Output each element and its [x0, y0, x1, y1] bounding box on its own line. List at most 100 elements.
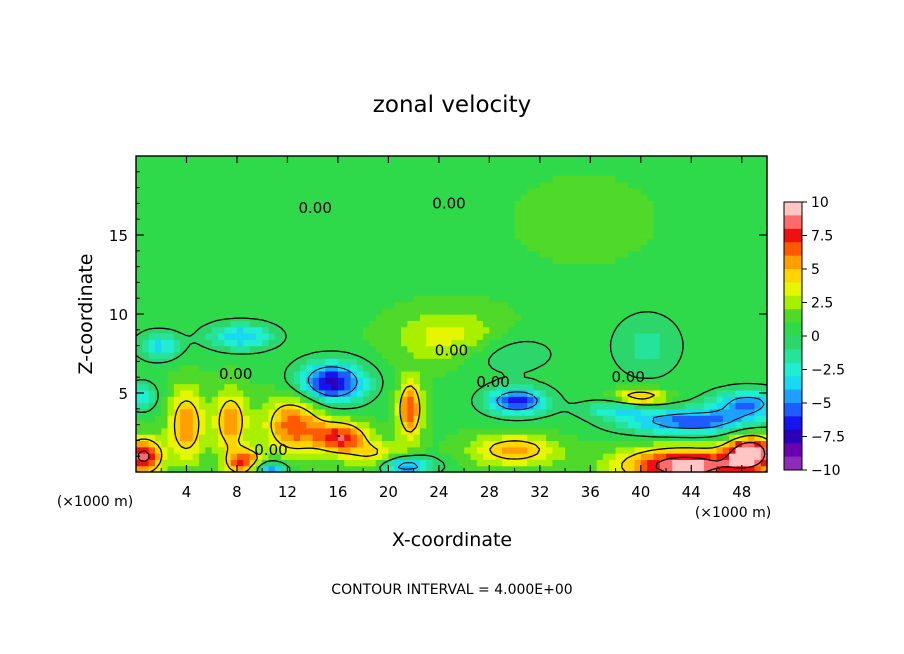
field-cell — [375, 339, 383, 347]
field-cell — [451, 453, 459, 460]
field-cell — [666, 351, 673, 359]
field-cell — [180, 174, 188, 182]
field-cell — [565, 250, 572, 258]
field-cell — [754, 339, 762, 347]
field-cell — [691, 421, 699, 429]
field-cell — [584, 193, 591, 201]
field-cell — [527, 181, 535, 189]
field-cell — [312, 326, 320, 334]
field-cell — [224, 244, 232, 252]
field-cell — [236, 181, 244, 189]
field-cell — [413, 288, 421, 296]
field-cell — [577, 250, 585, 258]
field-cell — [199, 307, 207, 315]
field-cell — [224, 288, 232, 296]
field-cell — [344, 276, 352, 283]
field-cell — [211, 162, 219, 170]
field-cell — [394, 415, 402, 423]
field-cell — [236, 364, 244, 372]
field-cell — [602, 339, 610, 347]
field-cell — [432, 244, 440, 252]
field-cell — [672, 162, 680, 170]
field-cell — [331, 332, 339, 340]
field-cell — [350, 332, 358, 340]
field-cell — [426, 370, 434, 378]
field-cell — [533, 288, 541, 296]
field-cell — [249, 345, 257, 353]
field-cell — [571, 358, 579, 366]
field-cell — [249, 174, 257, 182]
field-cell — [300, 396, 307, 404]
field-cell — [211, 459, 219, 467]
field-cell — [268, 326, 276, 334]
field-cell — [243, 358, 251, 366]
field-cell — [331, 377, 339, 385]
field-cell — [590, 434, 598, 441]
field-cell — [161, 193, 169, 201]
field-cell — [483, 187, 490, 195]
field-cell — [224, 193, 232, 201]
field-cell — [281, 162, 289, 170]
field-cell — [375, 263, 383, 271]
field-cell — [407, 320, 415, 328]
field-cell — [615, 257, 623, 265]
field-cell — [154, 193, 162, 201]
field-cell — [243, 434, 251, 441]
field-cell — [552, 212, 560, 220]
field-cell — [136, 206, 143, 214]
field-cell — [382, 402, 389, 410]
field-cell — [148, 320, 156, 328]
field-cell — [640, 156, 648, 163]
field-cell — [470, 225, 478, 233]
field-cell — [710, 231, 718, 239]
field-cell — [394, 269, 402, 277]
field-cell — [243, 383, 251, 391]
field-cell — [634, 377, 642, 385]
field-cell — [451, 408, 459, 416]
field-cell — [224, 263, 232, 271]
field-cell — [136, 219, 143, 227]
field-cell — [457, 263, 465, 271]
field-cell — [407, 225, 415, 233]
field-cell — [729, 320, 737, 328]
field-cell — [760, 174, 768, 182]
field-cell — [741, 244, 749, 252]
field-cell — [710, 396, 718, 404]
field-cell — [722, 200, 730, 208]
field-cell — [388, 339, 396, 347]
field-cell — [438, 219, 446, 227]
field-cell — [287, 339, 295, 347]
field-cell — [634, 351, 642, 359]
field-cell — [634, 174, 642, 182]
field-cell — [205, 370, 213, 378]
field-cell — [262, 453, 270, 460]
field-cell — [382, 168, 389, 176]
field-cell — [236, 389, 244, 397]
field-cell — [684, 427, 692, 435]
field-cell — [300, 307, 307, 315]
field-cell — [615, 434, 623, 441]
field-cell — [754, 187, 762, 195]
field-cell — [672, 440, 680, 448]
field-cell — [609, 364, 617, 372]
field-cell — [331, 212, 339, 220]
field-cell — [489, 446, 497, 454]
field-cell — [577, 358, 585, 366]
field-cell — [565, 307, 572, 315]
field-cell — [432, 276, 440, 283]
field-cell — [590, 364, 598, 372]
field-cell — [552, 402, 560, 410]
field-cell — [558, 238, 566, 246]
field-cell — [451, 238, 459, 246]
field-cell — [539, 162, 547, 170]
field-cell — [236, 351, 244, 359]
field-cell — [741, 206, 749, 214]
field-cell — [508, 427, 516, 435]
field-cell — [640, 181, 648, 189]
field-cell — [527, 320, 535, 328]
field-cell — [514, 288, 522, 296]
field-cell — [255, 446, 263, 454]
field-cell — [653, 415, 661, 423]
field-cell — [760, 276, 768, 283]
field-cell — [312, 332, 320, 340]
